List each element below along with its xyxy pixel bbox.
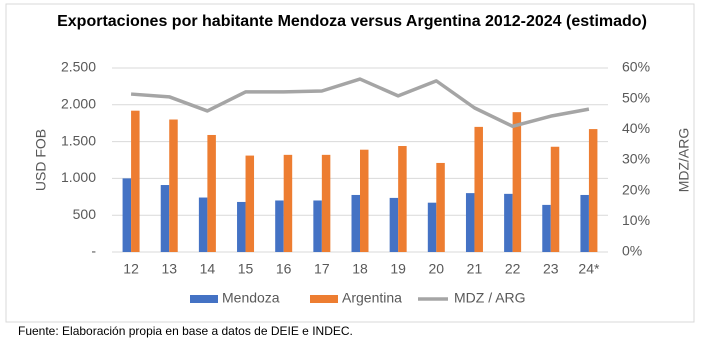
bar (169, 119, 178, 253)
bar (131, 110, 140, 252)
x-tick-label: 21 (467, 261, 483, 277)
x-tick-label: 20 (429, 261, 445, 277)
y-tick-label: 1.000 (61, 169, 96, 185)
bar (580, 194, 589, 252)
y2-tick-label: 0% (622, 243, 642, 259)
bar (207, 134, 216, 252)
x-tick-label: 22 (505, 261, 521, 277)
legend-label: MDZ / ARG (454, 290, 526, 306)
x-tick-label: 16 (276, 261, 292, 277)
y-axis-label: USD FOB (33, 129, 49, 191)
bar (504, 193, 513, 252)
source-note: Fuente: Elaboración propia en base a dat… (18, 324, 353, 338)
bar (512, 112, 522, 252)
x-tick-label: 12 (123, 261, 139, 277)
y2-tick-label: 30% (622, 151, 650, 167)
bar (283, 154, 293, 252)
legend-swatch (190, 295, 218, 303)
bar (550, 146, 560, 252)
y-tick-label: 1.500 (61, 132, 96, 148)
legend-swatch (310, 295, 338, 303)
x-tick-label: 23 (543, 261, 559, 277)
y-tick-label: - (91, 243, 96, 259)
y2-tick-label: 10% (622, 212, 650, 228)
y2-tick-label: 20% (622, 181, 650, 197)
bar (436, 162, 445, 252)
bar (321, 154, 331, 252)
bar (237, 201, 246, 252)
bar (474, 126, 483, 252)
y2-tick-label: 60% (622, 59, 650, 75)
bar (427, 202, 437, 252)
bar (160, 185, 170, 252)
bar (245, 155, 255, 252)
bar (465, 193, 475, 252)
bar (398, 146, 407, 252)
bar (588, 129, 598, 252)
y-tick-label: 2.000 (61, 96, 96, 112)
x-tick-label: 13 (161, 261, 177, 277)
x-tick-label: 17 (314, 261, 330, 277)
bar (351, 194, 360, 252)
line (130, 77, 590, 129)
bar (313, 200, 322, 252)
bar (542, 204, 551, 252)
y2-axis-label: MDZ/ARG (676, 128, 692, 193)
legend-label: Mendoza (222, 290, 280, 306)
x-tick-label: 18 (352, 261, 368, 277)
bar (389, 197, 399, 252)
bar (275, 200, 284, 252)
chart-title: Exportaciones por habitante Mendoza vers… (57, 13, 647, 30)
y-tick-label: 500 (73, 206, 97, 222)
y2-tick-label: 50% (622, 89, 650, 105)
x-tick-label: 19 (390, 261, 406, 277)
y-tick-label: 2.500 (61, 59, 96, 75)
x-tick-label: 14 (200, 261, 216, 277)
bar (198, 197, 208, 252)
y2-tick-label: 40% (622, 120, 650, 136)
bar (360, 149, 369, 252)
legend-label: Argentina (342, 290, 402, 306)
bar (122, 178, 132, 252)
chart-frame (5, 3, 695, 323)
x-tick-label: 24* (578, 261, 600, 277)
x-tick-label: 15 (238, 261, 254, 277)
